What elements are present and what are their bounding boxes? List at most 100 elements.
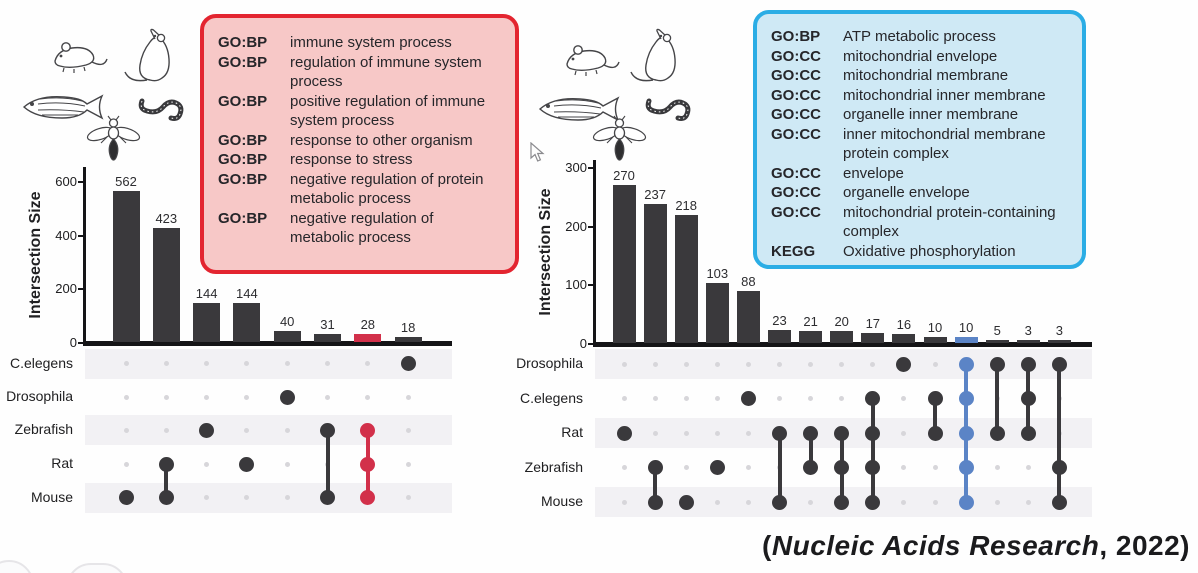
intersection-bar-value: 40 xyxy=(279,314,295,329)
intersection-bar xyxy=(112,191,140,342)
matrix-active-dot xyxy=(865,494,881,510)
matrix-inactive-dot xyxy=(163,361,169,366)
mouse-cursor-icon xyxy=(530,142,545,162)
intersection-bar-value: 31 xyxy=(320,317,335,332)
matrix-inactive-dot xyxy=(284,461,290,467)
matrix-inactive-dot xyxy=(683,465,689,470)
go-term-row: GO:CC inner mitochondrial membrane protei… xyxy=(771,125,1074,164)
matrix-inactive-dot xyxy=(123,461,129,467)
y-tick-label: 300 xyxy=(565,160,587,175)
worm-icon xyxy=(137,92,185,124)
intersection-bar-value: 423 xyxy=(155,211,178,226)
citation: (Nucleic Acids Research, 2022) xyxy=(762,530,1190,562)
matrix-active-dot xyxy=(958,494,974,510)
matrix-inactive-dot xyxy=(714,430,720,436)
matrix-active-dot xyxy=(360,490,376,505)
matrix-active-dot xyxy=(896,356,912,372)
matrix-active-dot xyxy=(279,389,295,405)
matrix-inactive-dot xyxy=(745,430,751,436)
go-term-row: GO:BP immune system process xyxy=(218,33,505,53)
go-term-row: GO:CC organelle envelope xyxy=(771,183,1074,203)
intersection-bar xyxy=(233,303,261,342)
intersection-bar xyxy=(1016,340,1040,343)
intersection-bar xyxy=(705,283,729,343)
matrix-inactive-dot xyxy=(123,394,129,400)
matrix-row-label: C.elegens xyxy=(519,389,583,406)
intersection-bar xyxy=(1047,340,1071,343)
matrix-inactive-dot xyxy=(652,361,658,367)
matrix-active-dot xyxy=(1020,425,1036,441)
matrix-inactive-dot xyxy=(901,430,907,436)
go-term-code: KEGG xyxy=(771,242,816,260)
rat-icon xyxy=(122,25,184,85)
go-term-text: response to stress xyxy=(290,151,413,168)
matrix-active-dot xyxy=(1051,356,1067,372)
matrix-active-dot xyxy=(118,490,134,505)
y-tick-label: 0 xyxy=(69,335,77,350)
matrix-active-dot xyxy=(1020,356,1036,372)
y-axis-label: Intersection Size xyxy=(27,191,44,319)
matrix-active-dot xyxy=(678,494,694,510)
zebrafish-icon xyxy=(20,88,105,126)
matrix-active-dot xyxy=(772,494,787,510)
matrix-connector-line xyxy=(653,467,658,502)
worm-icon xyxy=(644,92,692,124)
intersection-bar xyxy=(923,337,947,343)
matrix-inactive-dot xyxy=(932,499,938,505)
go-term-row: GO:BP response to other organism xyxy=(218,131,505,151)
matrix-inactive-dot xyxy=(365,394,371,400)
matrix-inactive-dot xyxy=(683,430,689,436)
citation-suffix: , 2022) xyxy=(1099,530,1190,561)
intersection-bar-value: 3 xyxy=(1055,323,1063,338)
intersection-bar-value: 18 xyxy=(400,320,416,335)
go-term-row: GO:BP negative regulation of metabolic pr… xyxy=(218,209,505,248)
matrix-inactive-dot xyxy=(163,394,169,400)
matrix-connector-line xyxy=(995,364,1000,433)
intersection-bar xyxy=(674,215,698,343)
matrix-inactive-dot xyxy=(714,499,720,505)
go-terms-box-right: GO:BP ATP metabolic process GO:CC mitochond… xyxy=(753,10,1086,269)
matrix-inactive-dot xyxy=(839,396,845,401)
matrix-inactive-dot xyxy=(621,361,627,367)
y-tick-mark xyxy=(588,343,594,345)
matrix-inactive-dot xyxy=(244,361,250,366)
go-term-text: mitochondrial protein-containing complex xyxy=(843,203,1056,241)
matrix-inactive-dot xyxy=(808,396,814,401)
matrix-inactive-dot xyxy=(621,465,627,470)
intersection-bar-value: 144 xyxy=(195,286,218,301)
intersection-bar-value: 270 xyxy=(613,168,635,183)
matrix-active-dot xyxy=(158,490,174,505)
intersection-bar xyxy=(152,228,180,342)
intersection-bar-value: 23 xyxy=(772,313,787,328)
go-term-text: negative regulation of metabolic process xyxy=(290,209,434,247)
go-term-text: organelle envelope xyxy=(843,184,970,201)
intersection-bar-value: 144 xyxy=(236,286,258,301)
matrix-active-dot xyxy=(927,425,943,441)
matrix-row-label: Rat xyxy=(561,424,583,440)
y-tick-mark xyxy=(78,181,84,183)
matrix-active-dot xyxy=(834,494,850,510)
matrix-active-dot xyxy=(616,425,632,441)
matrix-inactive-dot xyxy=(652,430,658,436)
citation-prefix: ( xyxy=(762,530,772,561)
go-term-text: mitochondrial inner membrane xyxy=(843,86,1046,104)
matrix-inactive-dot xyxy=(714,396,720,401)
matrix-active-dot xyxy=(360,422,376,438)
intersection-bar-value: 103 xyxy=(706,266,729,281)
matrix-active-dot xyxy=(647,460,663,475)
matrix-connector-line xyxy=(325,430,330,498)
y-tick-label: 200 xyxy=(55,281,77,297)
matrix-inactive-dot xyxy=(244,495,250,500)
y-axis-line xyxy=(83,167,86,345)
matrix-inactive-dot xyxy=(621,396,627,401)
matrix-inactive-dot xyxy=(777,396,782,401)
matrix-active-dot xyxy=(772,425,787,441)
intersection-bar xyxy=(861,333,885,343)
y-tick-label: 400 xyxy=(55,227,77,243)
intersection-bar xyxy=(736,291,760,343)
matrix-active-dot xyxy=(927,391,943,406)
matrix-active-dot xyxy=(834,460,850,475)
matrix-inactive-dot xyxy=(714,361,720,367)
intersection-bar-value: 17 xyxy=(865,316,881,331)
matrix-inactive-dot xyxy=(870,361,876,367)
